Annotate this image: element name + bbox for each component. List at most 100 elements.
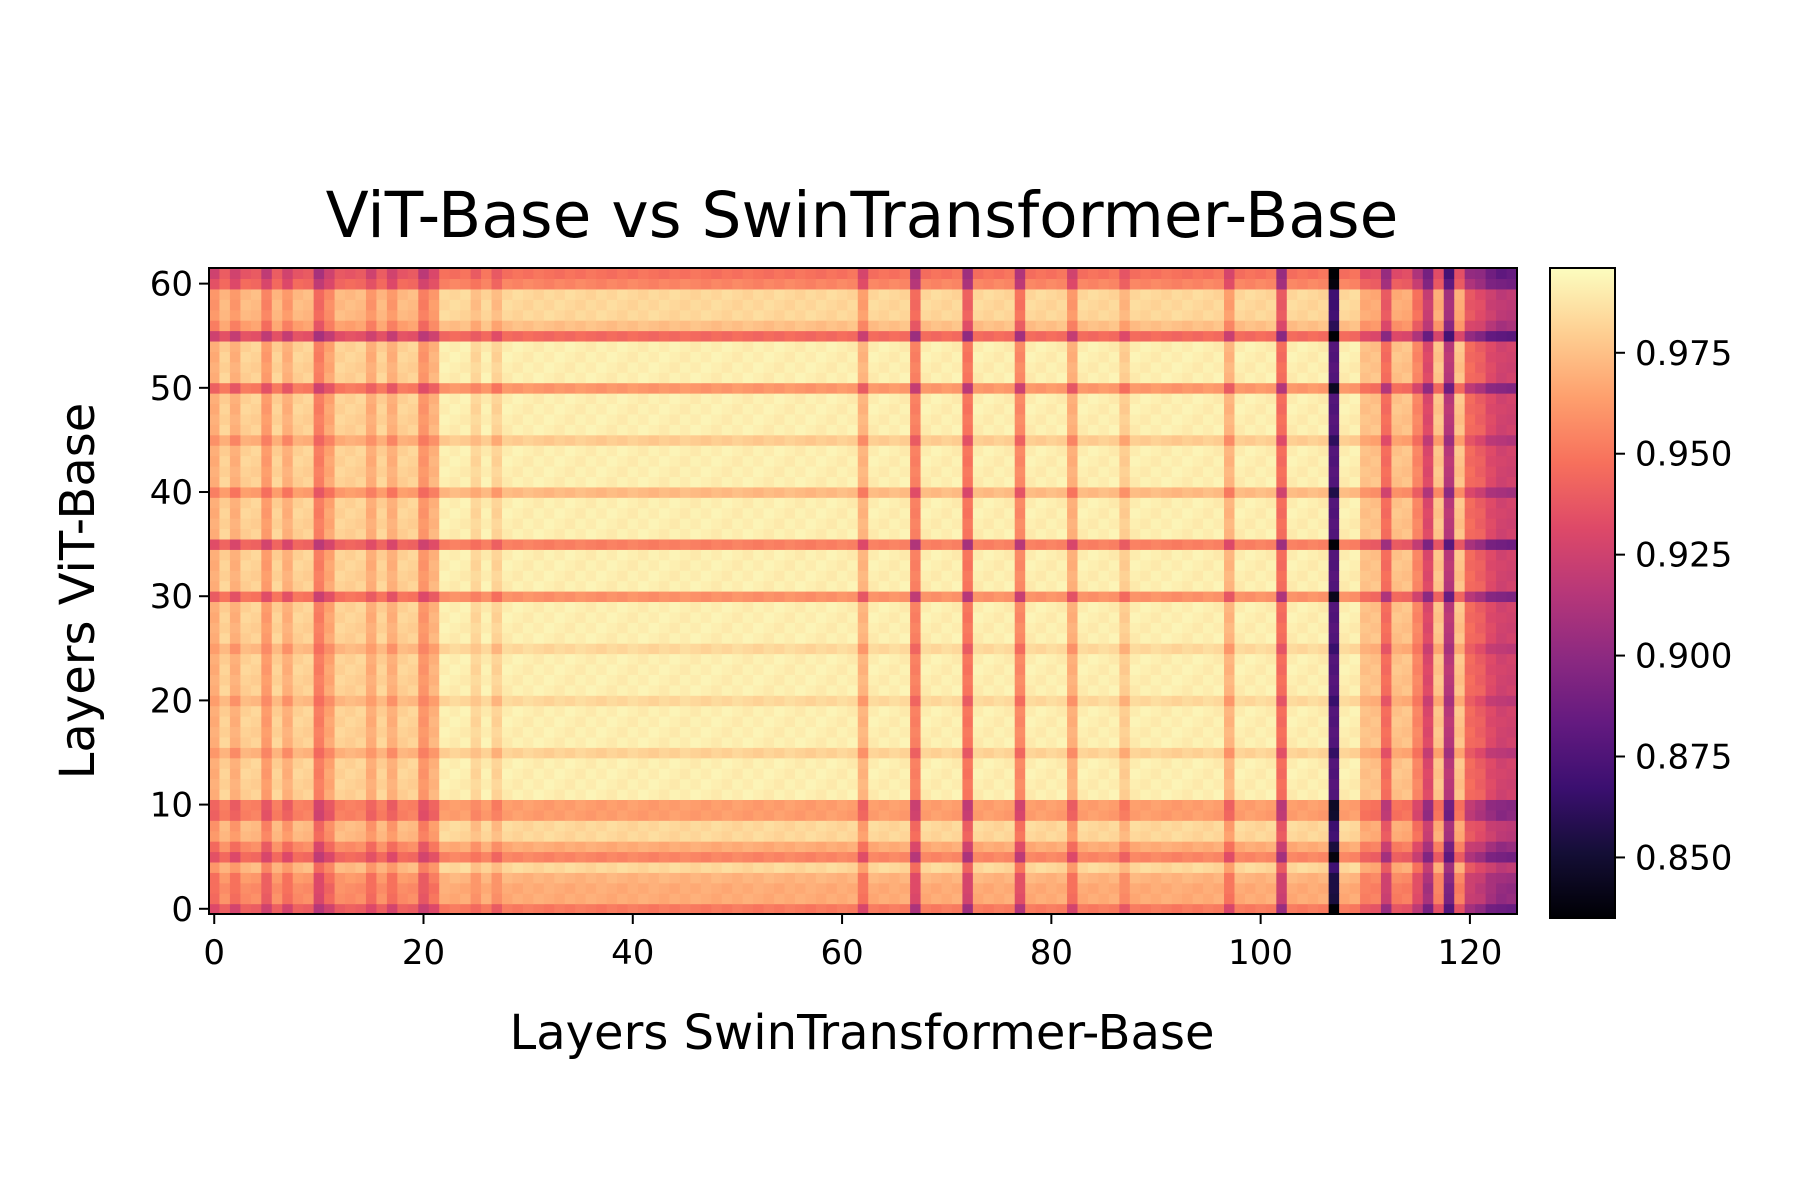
heatmap-cell [596,757,608,769]
heatmap-cell [962,757,974,769]
heatmap-cell [397,830,409,842]
heatmap-cell [303,653,315,665]
heatmap-cell [229,778,241,790]
heatmap-cell [1224,653,1236,665]
heatmap-cell [282,653,294,665]
heatmap-cell [1067,882,1079,894]
heatmap-cell [324,549,336,561]
heatmap-cell [1244,518,1256,530]
heatmap-cell [878,528,890,540]
heatmap-cell [690,757,702,769]
heatmap-cell [753,705,765,717]
heatmap-cell [481,716,493,728]
heatmap-cell [1349,778,1361,790]
heatmap-cell [1025,882,1037,894]
heatmap-cell [826,632,838,644]
heatmap-cell [522,663,534,675]
heatmap-cell [1025,716,1037,728]
heatmap-cell [1077,872,1089,884]
heatmap-cell [1286,788,1298,800]
heatmap-cell [209,695,221,707]
heatmap-cell [763,820,775,832]
heatmap-cell [418,653,430,665]
heatmap-cell [763,538,775,550]
heatmap-cell [763,903,775,915]
heatmap-cell [1046,622,1058,634]
heatmap-cell [972,663,984,675]
heatmap-cell [1422,507,1434,519]
heatmap-cell [774,809,786,821]
heatmap-cell [1496,611,1508,623]
heatmap-cell [1171,632,1183,644]
heatmap-cell [1077,705,1089,717]
heatmap-cell [1234,872,1246,884]
heatmap-cell [407,861,419,873]
heatmap-cell [596,726,608,738]
heatmap-cell [585,663,597,675]
heatmap-cell [240,799,252,811]
heatmap-cell [1108,747,1120,759]
heatmap-cell [345,882,357,894]
heatmap-cell [449,778,461,790]
heatmap-cell [763,580,775,592]
heatmap-cell [910,747,922,759]
heatmap-cell [428,570,440,582]
heatmap-cell [1328,778,1340,790]
heatmap-cell [1056,757,1068,769]
heatmap-cell [1496,528,1508,540]
heatmap-cell [1087,622,1100,634]
heatmap-cell [1108,861,1120,873]
heatmap-cell [1004,757,1016,769]
heatmap-cell [700,861,712,873]
heatmap-cell [1475,570,1487,582]
heatmap-cell [941,695,953,707]
heatmap-cell [1265,601,1277,613]
heatmap-cell [920,507,932,519]
heatmap-cell [1119,799,1131,811]
heatmap-cell [1192,820,1204,832]
heatmap-cell [240,684,252,696]
heatmap-cell [533,788,545,800]
heatmap-cell [1171,768,1183,780]
heatmap-cell [292,507,304,519]
heatmap-cell [292,768,304,780]
heatmap-cell [962,726,974,738]
heatmap-cell [303,570,315,582]
heatmap-cell [1203,591,1215,603]
heatmap-cell [1443,549,1455,561]
heatmap-cell [972,820,984,832]
heatmap-cell [1265,788,1277,800]
heatmap-cell [219,559,231,571]
heatmap-cell [1129,768,1141,780]
heatmap-cell [1349,726,1361,738]
heatmap-cell [1150,622,1162,634]
heatmap-cell [334,653,346,665]
heatmap-cell [1443,841,1455,853]
heatmap-cell [564,653,576,665]
heatmap-cell [1161,528,1173,540]
heatmap-cell [962,882,974,894]
heatmap-cell [1506,830,1518,842]
heatmap-cell [1339,580,1351,592]
heatmap-cell [910,611,922,623]
heatmap-cell [669,538,681,550]
heatmap-cell [658,903,671,915]
heatmap-cell [1265,663,1277,675]
heatmap-cell [522,872,534,884]
heatmap-cell [1171,705,1183,717]
heatmap-cell [805,882,817,894]
heatmap-cell [847,778,859,790]
heatmap-cell [627,622,639,634]
heatmap-cell [1412,528,1424,540]
heatmap-cell [857,747,869,759]
heatmap-cell [1129,601,1141,613]
heatmap-cell [1014,861,1026,873]
heatmap-cell [690,861,702,873]
heatmap-cell [920,820,932,832]
heatmap-cell [418,674,430,686]
heatmap-cell [449,674,461,686]
heatmap-cell [376,611,388,623]
heatmap-cell [1087,570,1100,582]
heatmap-cell [1496,559,1508,571]
heatmap-cell [1077,799,1089,811]
